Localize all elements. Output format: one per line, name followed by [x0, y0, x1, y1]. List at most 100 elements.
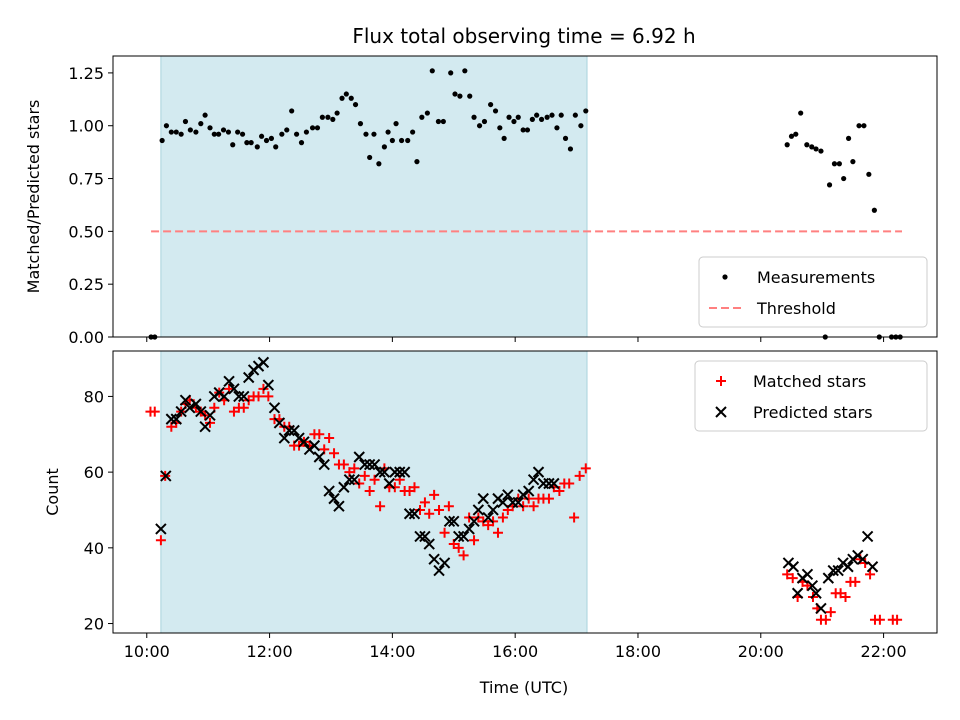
data-point: [193, 129, 199, 135]
legend-box: [698, 256, 928, 328]
data-point: [497, 125, 503, 131]
data-point: [343, 473, 356, 486]
data-point: [363, 131, 369, 137]
data-point: [818, 148, 824, 154]
data-point: [476, 123, 483, 129]
data-point: [198, 121, 204, 127]
data-point: [428, 553, 440, 565]
data-point: [574, 470, 585, 481]
data-point: [278, 432, 291, 444]
data-point: [385, 129, 391, 135]
data-point: [329, 448, 340, 459]
data-point: [273, 417, 286, 429]
data-point: [788, 133, 795, 139]
data-point: [845, 135, 852, 141]
legend-entry-label: Threshold: [756, 299, 836, 318]
data-point: [199, 420, 211, 433]
data-point: [871, 207, 877, 213]
data-point: [810, 587, 822, 599]
data-point: [472, 504, 485, 516]
data-point: [809, 144, 815, 150]
data-point: [175, 405, 187, 418]
data-point: [378, 466, 391, 478]
data-point: [866, 561, 879, 573]
data-point: [170, 413, 182, 425]
data-point: [866, 171, 872, 177]
data-point: [375, 501, 386, 512]
data-point: [414, 159, 420, 165]
y-tick-label: 20: [84, 615, 104, 634]
data-point: [784, 142, 790, 148]
data-point: [440, 118, 446, 125]
data-point: [523, 493, 534, 504]
data-point: [506, 114, 512, 120]
data-point: [558, 112, 564, 118]
y-tick-label: 0.25: [68, 275, 104, 294]
data-point: [549, 112, 555, 118]
data-point: [288, 424, 300, 437]
data-point: [782, 569, 793, 580]
data-point: [806, 579, 819, 592]
data-point: [348, 95, 354, 101]
data-point: [458, 550, 469, 561]
data-point: [149, 406, 160, 417]
data-point: [359, 470, 370, 481]
data-point: [349, 463, 360, 474]
y-axis-label: Matched/Predicted stars: [24, 100, 43, 294]
data-point: [155, 523, 167, 535]
data-point: [325, 114, 331, 120]
data-point: [225, 129, 232, 135]
data-point: [419, 497, 430, 508]
data-point: [410, 129, 416, 135]
x-tick-label: 12:00: [247, 642, 293, 661]
data-point: [429, 68, 435, 74]
plot-frame: [112, 55, 938, 338]
data-point: [313, 451, 326, 463]
data-point: [371, 131, 377, 137]
data-point: [204, 409, 216, 422]
data-point: [159, 137, 165, 144]
data-point: [502, 489, 514, 501]
data-point: [543, 493, 554, 504]
data-point: [383, 477, 396, 490]
data-point: [178, 131, 184, 137]
data-point: [343, 91, 349, 97]
data-point: [303, 129, 310, 135]
data-point: [861, 123, 867, 129]
data-point: [861, 530, 874, 543]
data-point: [528, 501, 539, 512]
data-point: [793, 131, 799, 137]
data-point: [333, 500, 345, 512]
data-point: [529, 116, 535, 122]
data-point: [469, 535, 480, 546]
data-point: [268, 135, 275, 141]
data-point: [865, 569, 876, 580]
data-point: [492, 527, 503, 538]
data-point: [319, 114, 325, 120]
data-point: [254, 144, 260, 150]
data-point: [263, 391, 274, 402]
data-point: [223, 375, 235, 387]
data-point: [492, 108, 499, 114]
x-tick-label: 22:00: [861, 642, 907, 661]
data-point: [389, 466, 401, 478]
legend-marker-swatch: [722, 274, 728, 280]
y-tick-label: 40: [84, 539, 104, 558]
data-point: [471, 114, 477, 120]
data-point: [850, 576, 861, 587]
data-point: [163, 123, 170, 129]
data-point: [534, 112, 540, 118]
data-point: [216, 131, 222, 137]
x-tick-label: 16:00: [492, 642, 538, 661]
data-point: [359, 458, 371, 471]
data-point: [798, 110, 804, 116]
data-point: [527, 473, 540, 486]
data-point: [348, 473, 361, 486]
data-point: [564, 478, 575, 489]
data-point: [892, 614, 903, 625]
data-point: [273, 144, 279, 150]
data-point: [488, 101, 494, 108]
data-point: [832, 564, 844, 577]
data-point: [298, 140, 305, 146]
